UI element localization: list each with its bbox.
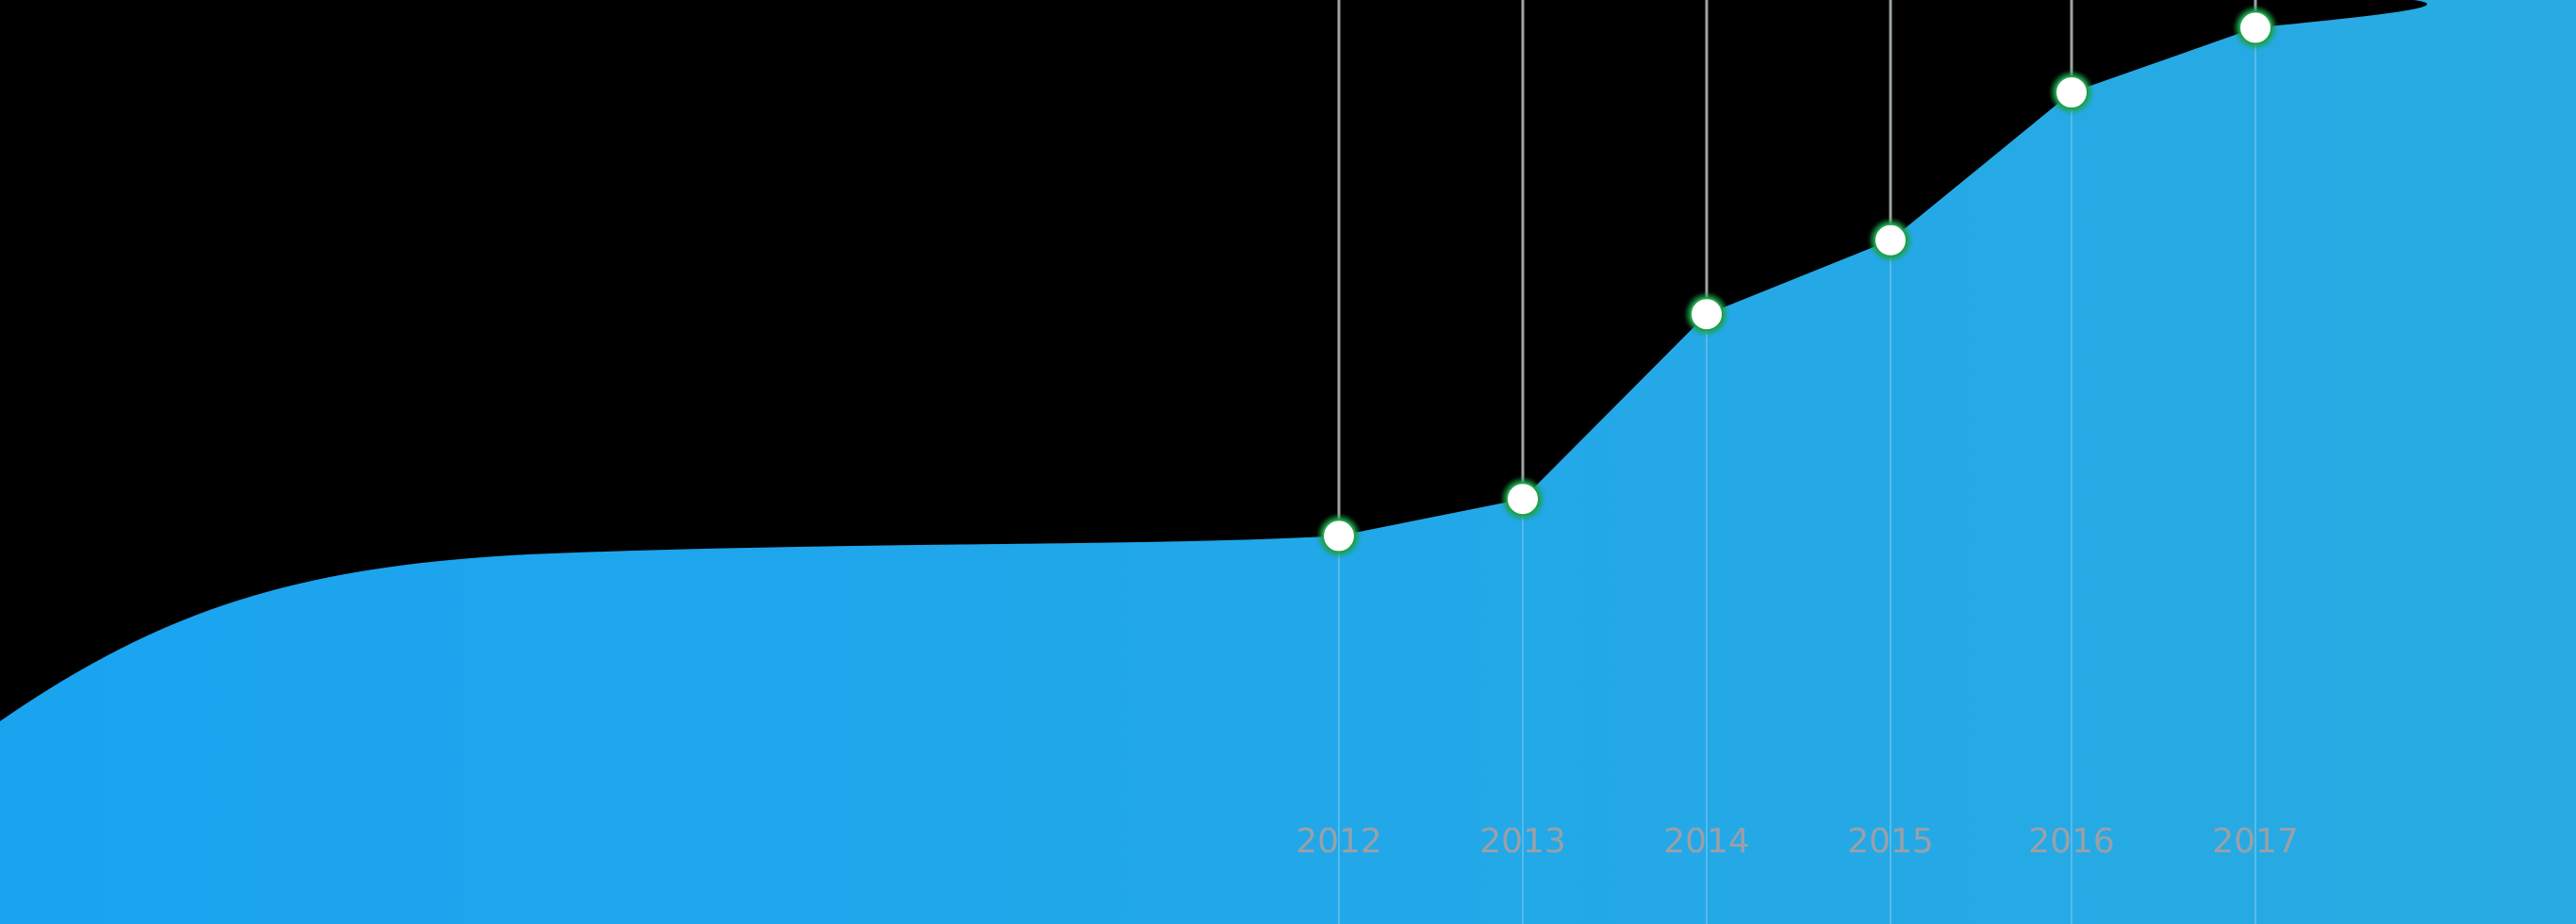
guide-lines [1337, 0, 2257, 924]
data-point-2013[interactable] [1506, 482, 1540, 517]
x-tick-label-2012: 2012 [1296, 822, 1382, 861]
data-point-2015[interactable] [1874, 223, 1907, 257]
x-tick-label-2014: 2014 [1663, 822, 1750, 861]
data-point-2014[interactable] [1690, 297, 1724, 332]
data-point-2012[interactable] [1322, 519, 1356, 553]
x-tick-label-2013: 2013 [1479, 822, 1566, 861]
x-tick-label-2016: 2016 [2028, 822, 2115, 861]
x-tick-label-2017: 2017 [2212, 822, 2299, 861]
data-points [1319, 8, 2275, 556]
x-axis-labels: 2012 2013 2014 2015 2016 2017 [1296, 822, 2299, 861]
data-point-2016[interactable] [2055, 75, 2089, 109]
data-point-2017[interactable] [2238, 10, 2272, 45]
x-tick-label-2015: 2015 [1847, 822, 1934, 861]
